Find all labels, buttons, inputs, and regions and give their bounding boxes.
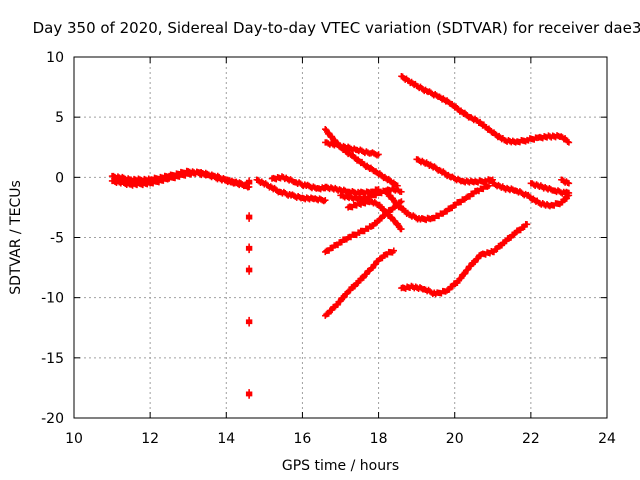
data-point [322,196,329,204]
data-point [398,282,415,292]
data-point [333,290,351,309]
data-point [245,265,253,275]
data-point [474,183,491,195]
axis-ticks: 10 12 14 16 18 20 22 24 -20 -15 -10 -5 0 5 10 [41,50,616,447]
data-point [127,179,152,189]
series-track-o [413,156,496,186]
data-point [245,177,253,187]
data-point [245,389,253,399]
data-point [535,132,552,142]
x-tick-label: 20 [446,431,464,447]
data-point [398,198,405,205]
data-point [455,263,473,285]
series-track-r [398,220,531,298]
data-point [333,236,351,249]
data-point [268,173,286,183]
x-tick-label: 14 [217,431,235,447]
data-point [348,152,366,167]
data-point [565,180,573,187]
series-track-p [489,180,573,210]
x-tick-label: 24 [598,431,616,447]
series-track-l [322,247,397,319]
data-point [108,172,133,184]
y-axis-label: SDTVAR / TECUs [8,180,24,295]
series-track-g [322,126,401,189]
data-point [382,248,396,258]
plot-frame [73,56,608,419]
data-point [390,247,397,254]
data-point [561,188,571,197]
series-track-b [108,167,249,189]
data-point [322,126,336,141]
data-point [451,196,469,209]
x-tick-label: 10 [65,431,83,447]
data-point [382,206,396,217]
data-point [512,136,529,146]
data-point [398,225,405,233]
y-tick-label: 5 [55,110,64,126]
data-point [356,267,374,285]
data-point [398,73,411,84]
data-point [443,279,461,294]
data-point [344,279,362,295]
data-point [501,231,518,246]
data-point [223,177,248,189]
data-point [565,189,573,197]
y-tick-label: 10 [46,50,64,66]
y-tick-label: -15 [41,351,64,367]
y-tick-label: -5 [50,231,64,247]
series-track-n [382,182,493,224]
data-point [565,139,573,146]
x-tick-label: 16 [294,431,312,447]
data-point [322,139,343,150]
data-point [394,201,412,217]
series-track-c [245,177,253,399]
data-point [185,168,209,179]
x-tick-label: 18 [370,431,388,447]
data-point [165,167,190,180]
data-point [546,200,564,210]
data-point [474,117,488,129]
data-point [322,303,339,319]
data-point [447,100,465,115]
series-track-q [527,180,573,197]
data-point [382,188,400,208]
data-point [204,171,229,184]
data-point [108,177,133,188]
data-point [405,77,419,89]
series-track-h [322,139,382,159]
series-track-s [558,176,573,187]
data-point [375,201,389,215]
x-tick-label: 22 [522,431,540,447]
data-point [398,188,405,195]
series-track-k [322,198,405,256]
series-track-d [253,176,329,205]
y-tick-label: -20 [41,411,64,427]
data-point [523,221,531,228]
data-point [367,219,381,230]
data-point [489,239,507,256]
grid [74,57,607,418]
data-point [485,182,493,189]
data-point [375,151,382,158]
chart-title: Day 350 of 2020, Sidereal Day-to-day VTE… [33,19,640,37]
data-point [245,243,253,254]
data-point [489,129,507,143]
data-point [242,181,249,188]
data-point [245,212,253,222]
data-points [108,73,573,399]
data-point [375,211,389,224]
y-tick-label: -10 [41,291,64,307]
series-track-m [398,73,573,146]
x-axis-label: GPS time / hours [282,458,399,474]
data-point [523,191,541,205]
data-point [245,316,253,327]
data-point [466,251,484,270]
y-tick-label: 0 [55,170,64,186]
series-track-e [268,173,329,193]
x-tick-label: 12 [141,431,159,447]
data-point [253,176,271,188]
data-point [432,287,449,298]
